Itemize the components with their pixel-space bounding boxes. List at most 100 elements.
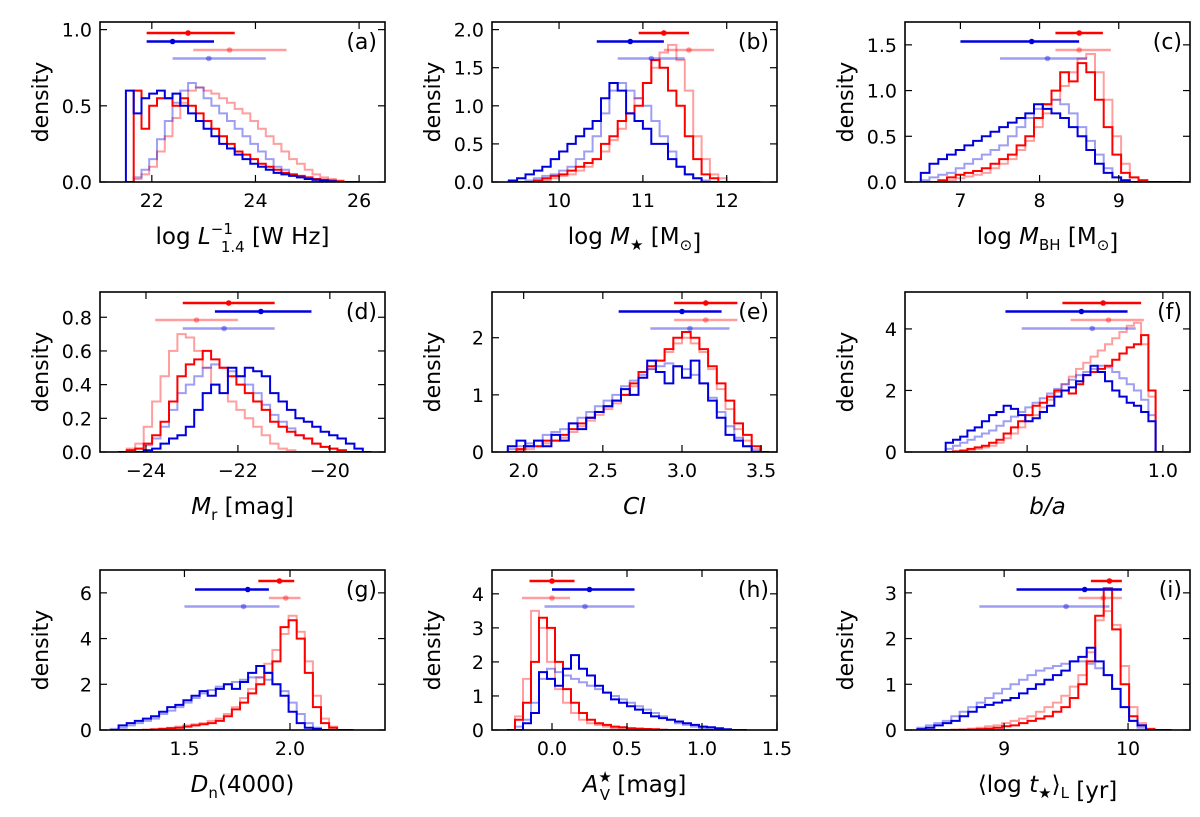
histogram-red xyxy=(118,349,372,452)
median-blue xyxy=(169,38,176,45)
x-tick-label: 2.0 xyxy=(275,738,305,760)
panel-tag: (i) xyxy=(1159,578,1182,603)
y-tick-label: 0.2 xyxy=(62,408,92,430)
median-blue-light xyxy=(1044,55,1051,62)
x-tick-label: 0.5 xyxy=(1012,460,1042,482)
x-tick-label: −24 xyxy=(126,460,166,482)
median-red-light xyxy=(702,317,709,323)
y-tick-label: 1 xyxy=(472,385,484,407)
histogram-blue-light xyxy=(507,667,747,730)
y-tick-label: 2 xyxy=(472,328,484,350)
median-blue-light xyxy=(206,55,212,62)
panel-tag: (g) xyxy=(346,578,377,603)
plot-frame xyxy=(99,569,386,731)
histogram-red xyxy=(945,334,1163,452)
x-tick-label: 2.5 xyxy=(588,460,618,482)
y-tick-label: 1.0 xyxy=(62,20,92,42)
y-tick-label: 3 xyxy=(885,583,897,605)
histogram-blue xyxy=(118,366,372,452)
x-axis-label: b/a xyxy=(1029,494,1065,520)
histograms xyxy=(124,82,360,182)
x-tick-label: 3.5 xyxy=(746,460,776,482)
median-red-light xyxy=(549,595,555,601)
y-tick-label: 2.0 xyxy=(454,20,484,42)
y-axis-label: density xyxy=(421,332,446,413)
panel-tag: (h) xyxy=(738,578,769,603)
histogram-blue xyxy=(507,82,761,182)
panel-b: 10 11 12 0.0 0.5 1.0 1.5 2.0 (b) density log M★ [M… xyxy=(421,20,778,256)
median-blue xyxy=(586,586,593,593)
histogram-blue-light xyxy=(118,363,372,452)
x-tick-label: 10 xyxy=(547,190,571,212)
y-tick-label: 1 xyxy=(885,674,897,696)
panel-tag: (e) xyxy=(738,300,769,325)
plot-frame xyxy=(491,569,778,731)
x-tick-label: 8 xyxy=(1034,190,1046,212)
median-red xyxy=(702,300,709,306)
x-axis-label: log M★ [M⊙] xyxy=(568,224,701,256)
y-tick-label: 4 xyxy=(80,629,92,651)
median-blue xyxy=(1028,38,1035,45)
median-red xyxy=(276,578,283,584)
panel-tag: (b) xyxy=(738,30,769,55)
median-blue xyxy=(627,38,634,45)
panel-tag: (d) xyxy=(346,300,377,325)
x-tick-label: 22 xyxy=(140,190,164,212)
x-tick-label: 26 xyxy=(347,190,371,212)
histograms xyxy=(506,331,770,452)
y-tick-label: 4 xyxy=(472,584,484,606)
x-tick-label: 1.5 xyxy=(169,738,199,760)
x-tick-label: 24 xyxy=(243,190,267,212)
y-tick-label: 0.0 xyxy=(62,442,92,464)
x-axis-label: CI xyxy=(623,494,646,520)
panel-d: −24 −22 −20 0.0 0.2 0.4 0.6 0.8 (d) density Mr [ma… xyxy=(29,291,386,524)
x-axis-label: A★ V [mag] xyxy=(581,768,687,804)
y-tick-label: 0 xyxy=(80,720,92,742)
panel-tag: (c) xyxy=(1153,30,1182,55)
panel-a: 22 24 26 0.0 0.5 1.0 (a) density log L−1 1.4 [W H… xyxy=(29,20,386,256)
x-tick-label: 9 xyxy=(1113,190,1125,212)
histograms xyxy=(507,43,761,182)
median-blue-light xyxy=(221,325,227,332)
y-tick-label: 0.0 xyxy=(867,172,897,194)
plot-frame xyxy=(99,291,386,453)
x-tick-label: 7 xyxy=(954,190,966,212)
panel-f: 0.5 1.0 0 2 4 (f) density b/a xyxy=(834,291,1191,520)
median-blue xyxy=(258,308,264,315)
panel-tag: (f) xyxy=(1157,300,1182,325)
x-axis-label: ⟨log t★⟩L [yr] xyxy=(978,772,1118,804)
median-blue xyxy=(244,586,251,593)
histogram-red xyxy=(110,619,354,730)
y-tick-label: 0.0 xyxy=(62,172,92,194)
median-red-light xyxy=(193,317,200,323)
median-blue-light xyxy=(240,603,247,610)
median-red-light xyxy=(282,595,289,601)
x-tick-label: 9 xyxy=(998,738,1010,760)
y-tick-label: 1.0 xyxy=(867,81,897,103)
y-tick-label: 2 xyxy=(472,652,484,674)
y-axis-label: density xyxy=(29,610,54,691)
median-blue-light xyxy=(1063,603,1069,610)
y-tick-label: 0.4 xyxy=(62,375,92,397)
x-tick-label: 3.0 xyxy=(667,460,697,482)
histogram-red-light xyxy=(945,321,1163,452)
x-tick-label: 10 xyxy=(1116,738,1140,760)
plot-frame xyxy=(491,291,778,453)
y-axis-label: density xyxy=(29,62,54,143)
histogram-red xyxy=(920,62,1183,182)
histograms xyxy=(118,333,372,452)
histogram-red-light xyxy=(920,53,1183,182)
histograms xyxy=(507,609,747,730)
x-tick-label: 1.0 xyxy=(687,738,717,760)
x-tick-label: 11 xyxy=(631,190,655,212)
y-tick-label: 0.8 xyxy=(62,307,92,329)
median-red-light xyxy=(226,47,233,53)
median-red xyxy=(549,578,555,584)
y-tick-label: 1.5 xyxy=(454,58,484,80)
y-tick-label: 2 xyxy=(885,629,897,651)
y-tick-label: 0 xyxy=(472,720,484,742)
median-red xyxy=(225,300,232,306)
y-tick-label: 0.5 xyxy=(454,134,484,156)
y-tick-label: 0 xyxy=(472,442,484,464)
plot-frame xyxy=(904,21,1191,183)
